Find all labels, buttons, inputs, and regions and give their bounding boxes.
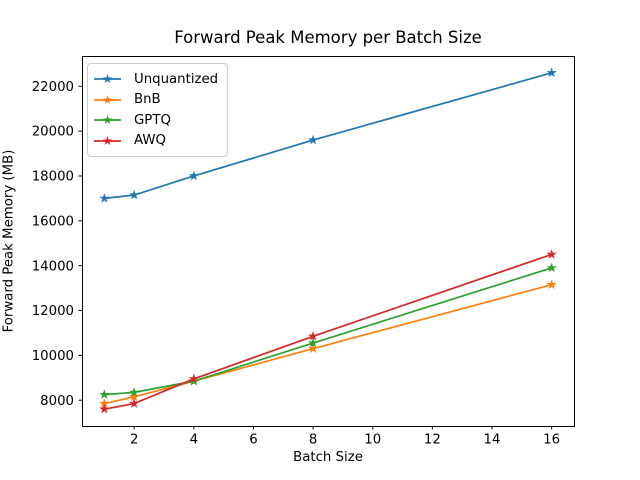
series-marker-gptq [307, 337, 319, 348]
legend-line-sample [94, 115, 121, 125]
x-tick-label: 6 [249, 433, 257, 448]
y-tick-label: 10000 [32, 349, 74, 364]
x-tick-label: 4 [190, 433, 198, 448]
y-tick-label: 18000 [32, 170, 74, 185]
y-tick-label: 12000 [32, 304, 74, 319]
legend-label: Unquantized [134, 71, 219, 87]
legend-label: BnB [134, 92, 161, 108]
legend-label: AWQ [134, 133, 166, 149]
chart-title: Forward Peak Memory per Batch Size [174, 28, 482, 47]
x-tick-label: 16 [543, 433, 560, 448]
series-marker-awq [188, 373, 199, 384]
series-marker-gptq [129, 386, 140, 397]
y-tick-label: 22000 [32, 80, 74, 95]
legend: Unquantized BnB GPTQ AWQ [87, 63, 229, 157]
legend-line-sample [94, 94, 121, 104]
x-tick-label: 2 [130, 433, 138, 448]
y-tick-label: 16000 [32, 214, 74, 229]
legend-item-gptq: GPTQ [94, 110, 218, 131]
x-tick-label: 12 [424, 433, 441, 448]
y-tick-label: 14000 [32, 259, 74, 274]
series-marker-awq [99, 403, 110, 414]
series-marker-unquantized [546, 67, 557, 78]
x-tick-label: 14 [484, 433, 501, 448]
series-marker-bnb [546, 279, 557, 290]
star-icon [102, 94, 113, 104]
legend-line-sample [94, 135, 121, 145]
x-axis-label: Batch Size [293, 450, 363, 465]
y-tick-label: 20000 [32, 125, 74, 140]
legend-line-sample [94, 74, 121, 84]
star-icon [102, 135, 113, 145]
series-marker-unquantized [129, 189, 140, 200]
series-marker-bnb [99, 398, 110, 408]
star-icon [102, 115, 113, 125]
series-marker-unquantized [188, 170, 199, 181]
legend-label: GPTQ [134, 112, 171, 128]
y-tick-label: 8000 [40, 394, 74, 409]
legend-item-awq: AWQ [94, 131, 218, 152]
series-marker-unquantized [307, 134, 319, 145]
series-marker-awq [307, 330, 319, 341]
x-tick-label: 10 [364, 433, 381, 448]
axes-spines [82, 56, 575, 427]
series-marker-awq [546, 249, 557, 259]
x-tick-label: 8 [309, 433, 317, 448]
legend-item-bnb: BnB [94, 90, 218, 111]
series-marker-gptq [546, 262, 557, 273]
legend-item-unquantized: Unquantized [94, 69, 218, 90]
series-marker-awq [129, 398, 140, 408]
star-icon [102, 74, 113, 84]
series-marker-bnb [129, 391, 140, 402]
series-marker-bnb [307, 343, 319, 354]
series-marker-unquantized [99, 192, 110, 203]
series-marker-gptq [99, 389, 110, 399]
